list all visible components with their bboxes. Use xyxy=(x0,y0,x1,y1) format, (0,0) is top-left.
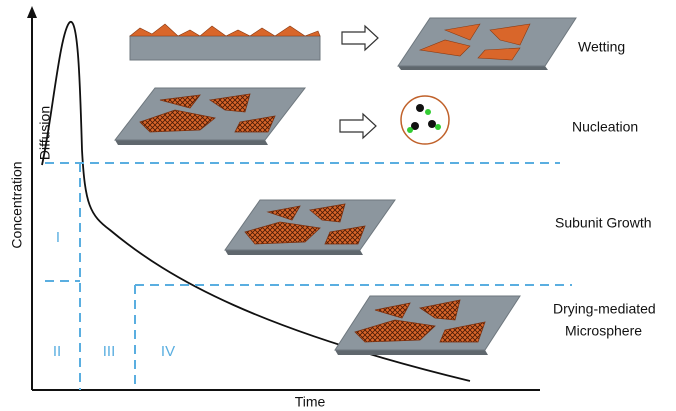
curve-label: Diffusion xyxy=(37,106,53,160)
stage-dividers xyxy=(45,163,572,390)
step-label: Wetting xyxy=(578,39,625,55)
region-label: IV xyxy=(161,343,175,360)
step-label: Microsphere xyxy=(565,323,642,339)
y-axis-label: Concentration xyxy=(9,161,25,248)
step-label: Drying-mediated xyxy=(553,301,656,317)
region-label: I xyxy=(56,229,60,246)
step-label: Subunit Growth xyxy=(555,215,652,231)
nucleation-illustration xyxy=(115,88,449,145)
region-label: III xyxy=(103,343,116,360)
wetting-illustration xyxy=(130,18,576,70)
growth-illustration xyxy=(225,200,395,255)
region-label: II xyxy=(53,343,61,360)
x-axis-label: Time xyxy=(295,394,326,410)
drying-illustration xyxy=(335,296,520,355)
step-label: Nucleation xyxy=(572,119,638,135)
diagram: Concentration Time Diffusion I II III IV… xyxy=(0,0,676,411)
